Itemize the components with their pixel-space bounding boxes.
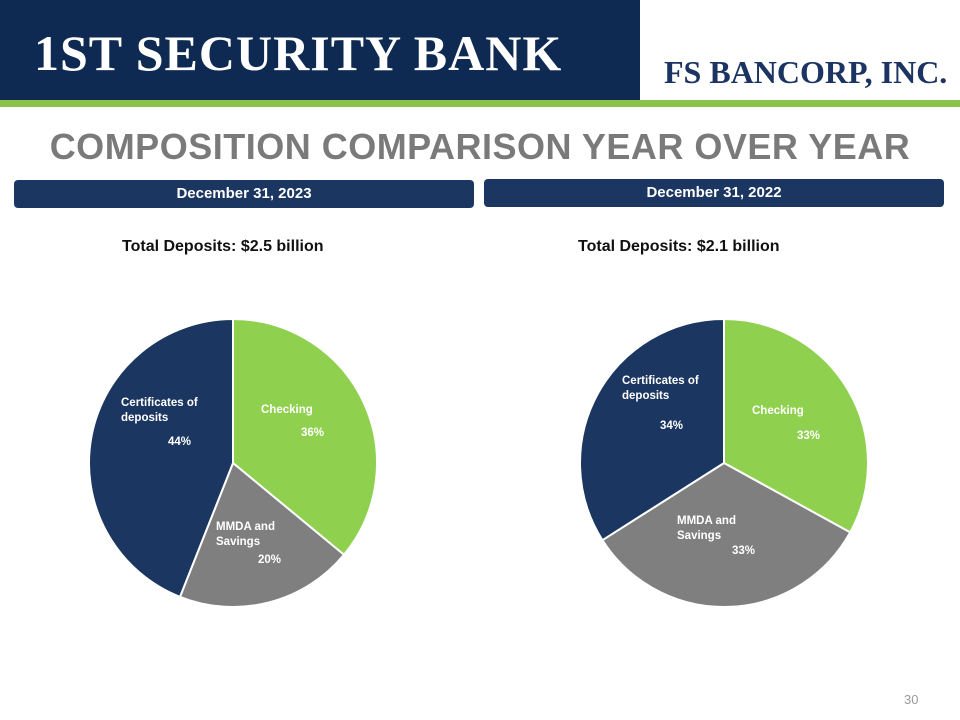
pie-slice-checking [723,317,869,534]
pie-slice-checking [232,317,378,557]
date-label-2023: December 31, 2023 [14,180,474,208]
pie-chart-2022: Checking 33% MMDA and Savings 33% Certificate… [579,317,869,608]
pie-slice-certificates-of-deposits [88,317,234,599]
page-title: COMPOSITION COMPARISON YEAR OVER YEAR [49,126,911,167]
pie-chart-2023: Checking 36% MMDA and Savings 20% Certificate… [88,317,378,608]
slice-label-text: MMDA and [677,515,736,527]
header-brand-panel: 1ST SECURITY BANK [0,0,640,100]
slice-value-label: 36% [301,427,324,439]
slice-label-text: MMDA and [216,521,275,533]
slice-label-text: deposits [622,390,669,402]
bancorp-logo: FS BANCORP, INC. [664,54,948,90]
slice-value-label: 20% [258,554,281,566]
slice-label-text: Checking [261,404,313,416]
slice-label-text: Certificates of [121,397,198,409]
date-label-2022: December 31, 2022 [484,179,944,207]
slice-value-label: 33% [732,545,755,557]
pie-slice-mmda-and-savings [601,461,852,608]
slice-label-text: Savings [216,536,260,548]
slice-label-text: Certificates of [622,375,699,387]
slice-label-text: Checking [752,405,804,417]
slice-label-text: Savings [677,530,721,542]
slice-value-label: 44% [168,436,191,448]
slice-label-text: deposits [121,412,168,424]
page-number: 30 [904,692,919,707]
header: 1ST SECURITY BANK FS BANCORP, INC. [0,0,960,100]
chart-title-2023: Total Deposits: $2.5 billion [122,238,324,255]
pie-slice-certificates-of-deposits [579,317,725,542]
accent-divider [0,100,960,107]
pie-slice-mmda-and-savings [178,461,346,608]
slice-value-label: 33% [797,430,820,442]
chart-title-2022: Total Deposits: $2.1 billion [578,238,780,255]
slice-value-label: 34% [660,420,683,432]
bank-logo: 1ST SECURITY BANK [34,25,563,81]
